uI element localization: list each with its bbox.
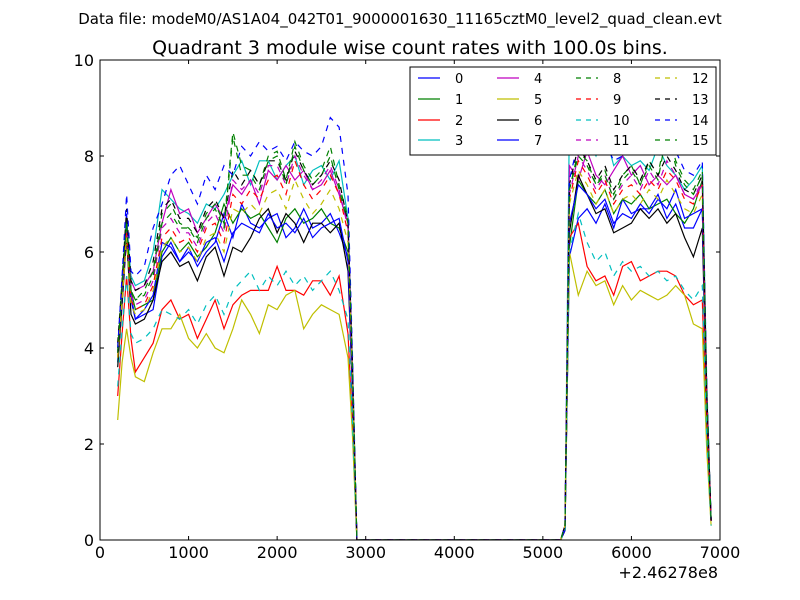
legend-label: 8 (613, 72, 621, 87)
legend-label: 0 (455, 72, 463, 87)
legend-label: 4 (534, 72, 542, 87)
y-tick-label: 8 (84, 147, 94, 166)
y-tick-label: 2 (84, 435, 94, 454)
legend-label: 12 (692, 72, 709, 87)
y-tick-label: 6 (84, 243, 94, 262)
legend-label: 6 (534, 114, 542, 129)
x-tick-label: 7000 (700, 543, 741, 562)
y-tick-label: 4 (84, 339, 94, 358)
series-line-9 (117, 158, 712, 540)
x-tick-label: 0 (95, 543, 105, 562)
series-line-7 (117, 183, 712, 540)
x-tick-label: 6000 (611, 543, 652, 562)
x-tick-label: 4000 (434, 543, 475, 562)
legend-label: 7 (534, 134, 542, 149)
x-tick-label: 5000 (522, 543, 563, 562)
y-tick-label: 0 (84, 531, 94, 550)
series-line-6 (117, 173, 712, 540)
legend-label: 3 (455, 134, 463, 149)
series-line-11 (117, 154, 712, 540)
series-line-1 (117, 178, 712, 540)
legend-label: 5 (534, 93, 542, 108)
series-layer (117, 79, 712, 540)
legend-label: 13 (692, 93, 709, 108)
legend-label: 9 (613, 93, 621, 108)
legend-label: 15 (692, 134, 709, 149)
figure-suptitle: Data file: modeM0/AS1A04_042T01_90000016… (78, 10, 722, 29)
x-axis: 0 1000 2000 3000 4000 5000 6000 7000 (95, 60, 740, 562)
plot-frame (99, 59, 721, 541)
legend-label: 1 (455, 93, 463, 108)
x-tick-label: 1000 (168, 543, 209, 562)
x-tick-label: 2000 (257, 543, 298, 562)
chart-title: Quadrant 3 module wise count rates with … (152, 37, 668, 59)
x-offset-label: +2.46278e8 (618, 563, 718, 582)
legend-label: 2 (455, 114, 463, 129)
legend-label: 14 (692, 114, 709, 129)
y-tick-label: 10 (74, 51, 94, 70)
legend-label: 11 (613, 134, 630, 149)
series-line-5 (117, 251, 712, 540)
series-line-2 (117, 221, 712, 540)
x-tick-label: 3000 (345, 543, 386, 562)
series-line-8 (117, 127, 712, 540)
legend-label: 10 (613, 114, 630, 129)
series-line-15 (117, 131, 712, 540)
